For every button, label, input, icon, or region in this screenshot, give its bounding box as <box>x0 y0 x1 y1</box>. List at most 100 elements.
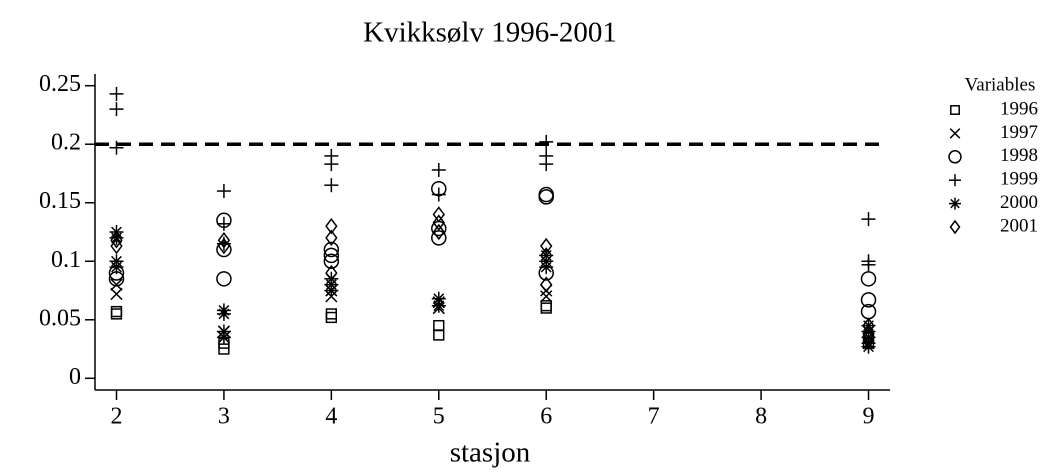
marker <box>325 264 338 282</box>
marker-shape <box>323 253 340 270</box>
marker <box>540 302 552 314</box>
marker-shape <box>216 271 232 287</box>
marker-shape <box>218 343 230 355</box>
marker <box>109 140 124 155</box>
marker-stroke <box>218 331 230 343</box>
marker-shape <box>862 325 875 343</box>
marker <box>949 174 961 187</box>
marker-stroke <box>218 308 230 320</box>
marker <box>109 260 124 275</box>
marker-stroke <box>433 300 445 312</box>
legend-title: Variables <box>965 74 1036 95</box>
marker-shape <box>540 302 552 314</box>
marker-shape <box>325 217 338 235</box>
x-tick-label: 5 <box>433 404 445 430</box>
y-tick-label: 0.2 <box>51 130 81 156</box>
marker-stroke <box>863 341 874 353</box>
y-tick-label: 0.25 <box>39 71 81 97</box>
x-tick-label: 2 <box>110 404 122 430</box>
marker <box>539 134 554 149</box>
marker-stroke <box>949 128 961 139</box>
marker-shape <box>325 311 338 324</box>
marker <box>216 330 231 345</box>
marker-shape <box>217 231 231 249</box>
marker-shape <box>217 237 231 255</box>
marker-stroke <box>950 198 960 209</box>
marker-shape <box>325 264 338 282</box>
marker <box>216 306 231 321</box>
marker <box>861 212 876 227</box>
marker <box>325 311 338 324</box>
marker-shape <box>860 292 877 308</box>
marker <box>217 237 231 255</box>
marker <box>325 229 338 247</box>
marker <box>860 271 877 287</box>
marker <box>860 292 877 308</box>
marker <box>433 329 445 341</box>
marker <box>540 290 553 303</box>
marker-shape <box>432 214 445 231</box>
marker <box>324 178 339 193</box>
legend-label: 2000 <box>1000 192 1038 213</box>
marker <box>431 298 446 313</box>
marker-shape <box>949 219 961 235</box>
marker <box>949 197 961 210</box>
marker <box>109 102 124 117</box>
marker <box>325 308 338 320</box>
marker-shape <box>540 276 553 293</box>
marker-stroke <box>110 278 123 291</box>
marker-shape <box>540 300 552 312</box>
marker <box>950 105 960 115</box>
marker <box>431 162 446 177</box>
marker <box>431 187 446 202</box>
marker <box>862 317 875 334</box>
y-tick-label: 0.15 <box>39 188 81 214</box>
marker <box>432 206 445 223</box>
marker <box>110 231 123 249</box>
y-tick-label: 0.1 <box>51 247 81 273</box>
marker-shape <box>323 247 340 264</box>
marker <box>218 343 230 355</box>
marker <box>540 247 553 264</box>
marker-shape <box>540 247 553 264</box>
x-tick-label: 8 <box>755 404 767 430</box>
legend-label: 1996 <box>1000 98 1038 119</box>
x-tick-label: 3 <box>218 404 230 430</box>
marker <box>324 283 339 298</box>
marker-shape <box>110 237 123 255</box>
marker-shape <box>862 317 875 334</box>
marker <box>433 319 445 332</box>
marker-shape <box>860 271 877 287</box>
marker <box>540 237 553 255</box>
marker <box>217 231 231 249</box>
marker <box>323 247 340 264</box>
marker <box>540 276 553 293</box>
marker-stroke <box>110 287 123 301</box>
marker <box>216 271 232 287</box>
marker-stroke <box>540 290 553 303</box>
marker-stroke <box>111 261 122 273</box>
marker-shape <box>110 308 123 320</box>
marker <box>949 219 961 235</box>
marker-shape <box>540 237 553 255</box>
marker-stroke <box>325 285 337 296</box>
marker-shape <box>538 189 554 205</box>
marker-shape <box>323 241 340 258</box>
marker <box>323 241 340 258</box>
marker <box>432 223 445 241</box>
y-tick-label: 0 <box>69 364 81 390</box>
marker <box>538 189 554 205</box>
marker <box>109 86 124 101</box>
marker <box>110 305 123 318</box>
legend-label: 1997 <box>1000 122 1038 143</box>
marker-shape <box>432 206 445 223</box>
x-tick-label: 4 <box>325 404 337 430</box>
marker <box>110 278 123 291</box>
legend-label: 1998 <box>1000 145 1038 166</box>
marker <box>432 214 445 231</box>
marker <box>216 216 231 231</box>
marker <box>325 217 338 235</box>
marker-shape <box>325 308 338 320</box>
x-tick-label: 9 <box>863 404 875 430</box>
